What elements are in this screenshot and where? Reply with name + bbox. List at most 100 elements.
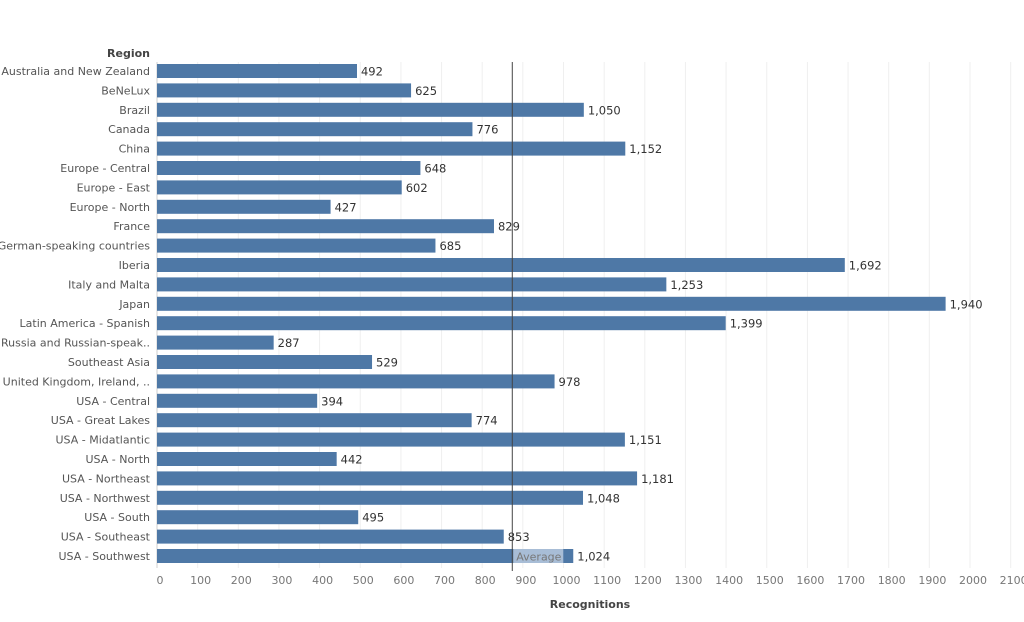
x-tick-label: 500: [353, 574, 374, 587]
category-label: Brazil: [119, 104, 150, 117]
bar: [157, 238, 436, 253]
category-label: Iberia: [119, 259, 150, 272]
category-label: USA - Northeast: [62, 472, 151, 485]
bar: [157, 161, 421, 175]
x-tick-label: 200: [231, 574, 252, 587]
category-label: Europe - Central: [60, 162, 150, 175]
x-tick-label: 2100: [1000, 574, 1024, 587]
x-tick-label: 2000: [959, 574, 987, 587]
data-label: 853: [508, 530, 530, 544]
data-label: 648: [424, 162, 446, 176]
category-label: USA - North: [86, 453, 151, 466]
bar: [157, 180, 402, 195]
category-label: Australia and New Zealand: [1, 65, 150, 78]
x-tick-label: 1000: [553, 574, 581, 587]
data-label: 829: [498, 220, 520, 234]
data-label: 394: [321, 394, 343, 408]
x-tick-label: 100: [190, 574, 211, 587]
bar: [157, 529, 504, 544]
x-tick-label: 1800: [878, 574, 906, 587]
bar: [157, 355, 373, 369]
category-label: USA - Southwest: [58, 550, 150, 563]
x-tick-label: 1700: [837, 574, 865, 587]
data-label: 1,152: [629, 142, 662, 156]
x-tick-label: 0: [157, 574, 164, 587]
data-label: 427: [335, 200, 357, 214]
data-label: 1,050: [588, 103, 621, 117]
bar: [157, 141, 626, 156]
category-label: USA - South: [84, 511, 150, 524]
x-axis-title: Recognitions: [550, 598, 631, 611]
x-tick-label: 1200: [634, 574, 662, 587]
data-label: 602: [406, 181, 428, 195]
bar: [157, 277, 667, 292]
category-label: BeNeLux: [101, 84, 150, 97]
category-label: China: [119, 143, 150, 156]
data-label: 685: [439, 239, 461, 253]
bar: [157, 549, 574, 563]
bar: [157, 335, 274, 350]
data-label: 774: [476, 414, 498, 428]
x-tick-label: 1400: [715, 574, 743, 587]
x-tick-label: 1100: [593, 574, 621, 587]
data-label: 495: [362, 511, 384, 525]
category-label: Europe - East: [77, 181, 151, 194]
x-tick-label: 300: [271, 574, 292, 587]
x-tick-label: 400: [312, 574, 333, 587]
category-label: France: [113, 220, 150, 233]
category-label: USA - Midatlantic: [56, 434, 151, 447]
category-label: Russia and Russian-speak..: [1, 337, 150, 350]
x-tick-label: 800: [475, 574, 496, 587]
category-label: Italy and Malta: [68, 278, 150, 291]
data-label: 776: [476, 123, 498, 137]
data-label: 287: [278, 336, 300, 350]
bar: [157, 258, 845, 272]
data-label: 1,253: [670, 278, 703, 292]
bar: [157, 296, 946, 311]
x-tick-label: 1300: [674, 574, 702, 587]
category-label: German-speaking countries: [0, 240, 150, 253]
bar: [157, 471, 638, 486]
category-label: USA - Central: [76, 395, 150, 408]
bar: [157, 64, 357, 78]
x-tick-label: 1500: [756, 574, 784, 587]
data-label: 1,151: [629, 433, 662, 447]
category-label: USA - Northwest: [60, 492, 151, 505]
category-label: Europe - North: [70, 201, 150, 214]
x-tick-label: 700: [434, 574, 455, 587]
bar: [157, 432, 625, 447]
average-label-bg: [513, 549, 564, 563]
category-label: USA - Southeast: [61, 531, 151, 544]
data-label: 529: [376, 356, 398, 370]
bar: [157, 510, 359, 525]
x-tick-label: 1900: [918, 574, 946, 587]
bar: [157, 393, 318, 408]
bar: [157, 83, 412, 98]
category-label: Canada: [108, 123, 150, 136]
category-label: USA - Great Lakes: [51, 414, 150, 427]
data-label: 1,048: [587, 491, 620, 505]
data-label: 1,024: [577, 550, 610, 564]
data-label: 1,692: [849, 259, 882, 273]
average-label: Average: [516, 551, 561, 564]
bar: [157, 316, 726, 331]
bar: [157, 490, 584, 505]
data-label: 492: [361, 65, 383, 79]
category-label: Southeast Asia: [68, 356, 150, 369]
data-label: 1,181: [641, 472, 674, 486]
x-tick-label: 1600: [796, 574, 824, 587]
data-label: 625: [415, 84, 437, 98]
data-label: 1,940: [950, 297, 983, 311]
data-label: 978: [559, 375, 581, 389]
data-label: 1,399: [730, 317, 763, 331]
data-label: 442: [341, 453, 363, 467]
bar: [157, 219, 494, 234]
category-label: Latin America - Spanish: [20, 317, 151, 330]
category-label: Japan: [118, 298, 150, 311]
bar: [157, 199, 331, 214]
x-tick-label: 600: [393, 574, 414, 587]
bar: [157, 374, 555, 389]
bar: [157, 452, 337, 466]
x-tick-label: 900: [515, 574, 536, 587]
